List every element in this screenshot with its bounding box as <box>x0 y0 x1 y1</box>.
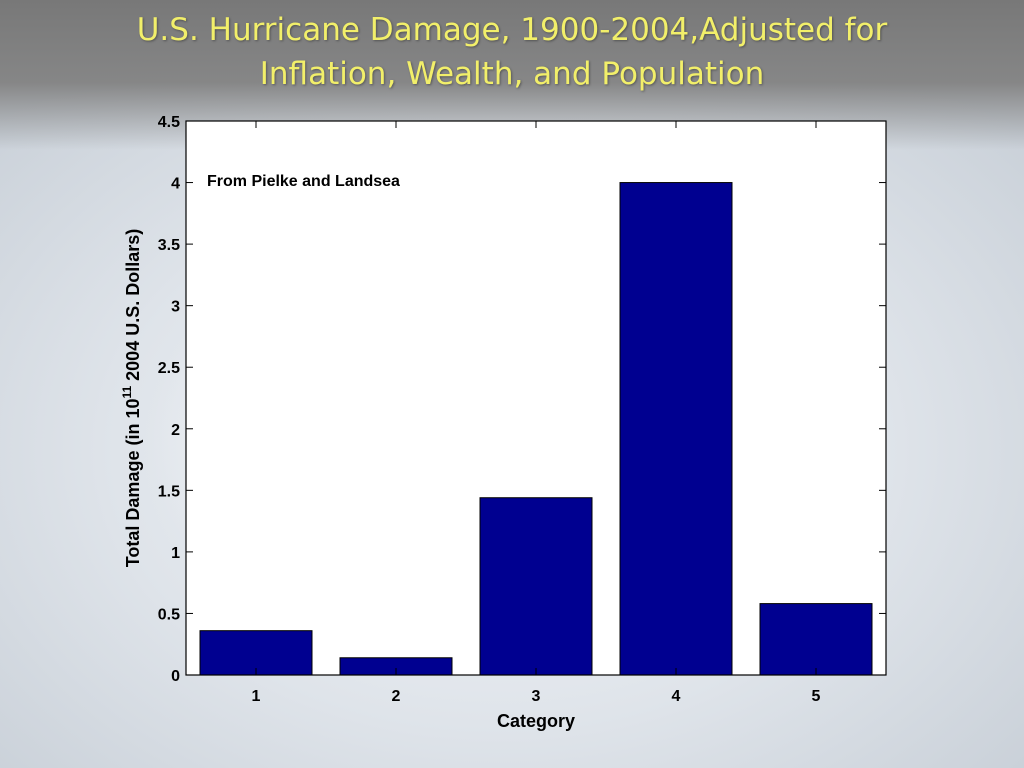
source-annotation: From Pielke and Landsea <box>207 173 400 190</box>
x-tick-label: 2 <box>392 688 401 705</box>
y-tick-label: 4.5 <box>158 114 180 131</box>
y-tick-label: 1 <box>171 545 180 562</box>
y-tick-label: 3 <box>171 299 180 316</box>
y-axis-label-exponent: 11 <box>120 386 134 399</box>
y-tick-label: 2 <box>171 422 180 439</box>
y-axis-label: Total Damage (in 1011 2004 U.S. Dollars) <box>120 229 143 567</box>
y-tick-label: 1.5 <box>158 483 180 500</box>
slide-title: U.S. Hurricane Damage, 1900-2004,Adjuste… <box>0 8 1024 96</box>
x-tick-label: 3 <box>532 688 541 705</box>
bar-category-3 <box>479 497 593 676</box>
bar-category-1 <box>199 630 313 676</box>
y-axis-label-prefix: Total Damage (in 10 <box>123 399 143 568</box>
x-tick-label: 5 <box>812 688 821 705</box>
y-tick-label: 4 <box>171 176 180 193</box>
x-tick-label: 1 <box>252 688 261 705</box>
y-axis-label-suffix: 2004 U.S. Dollars) <box>123 229 143 386</box>
y-tick-label: 0 <box>171 668 180 685</box>
slide-title-line2: Inflation, Wealth, and Population <box>259 56 765 92</box>
y-tick-label: 2.5 <box>158 360 180 377</box>
bar-category-4 <box>619 182 733 676</box>
y-tick-label: 0.5 <box>158 606 180 623</box>
slide-title-line1: U.S. Hurricane Damage, 1900-2004,Adjuste… <box>136 12 888 48</box>
x-axis-label: Category <box>497 711 575 731</box>
bar-category-5 <box>759 603 873 676</box>
y-tick-label: 3.5 <box>158 237 180 254</box>
x-tick-label: 4 <box>672 688 681 705</box>
